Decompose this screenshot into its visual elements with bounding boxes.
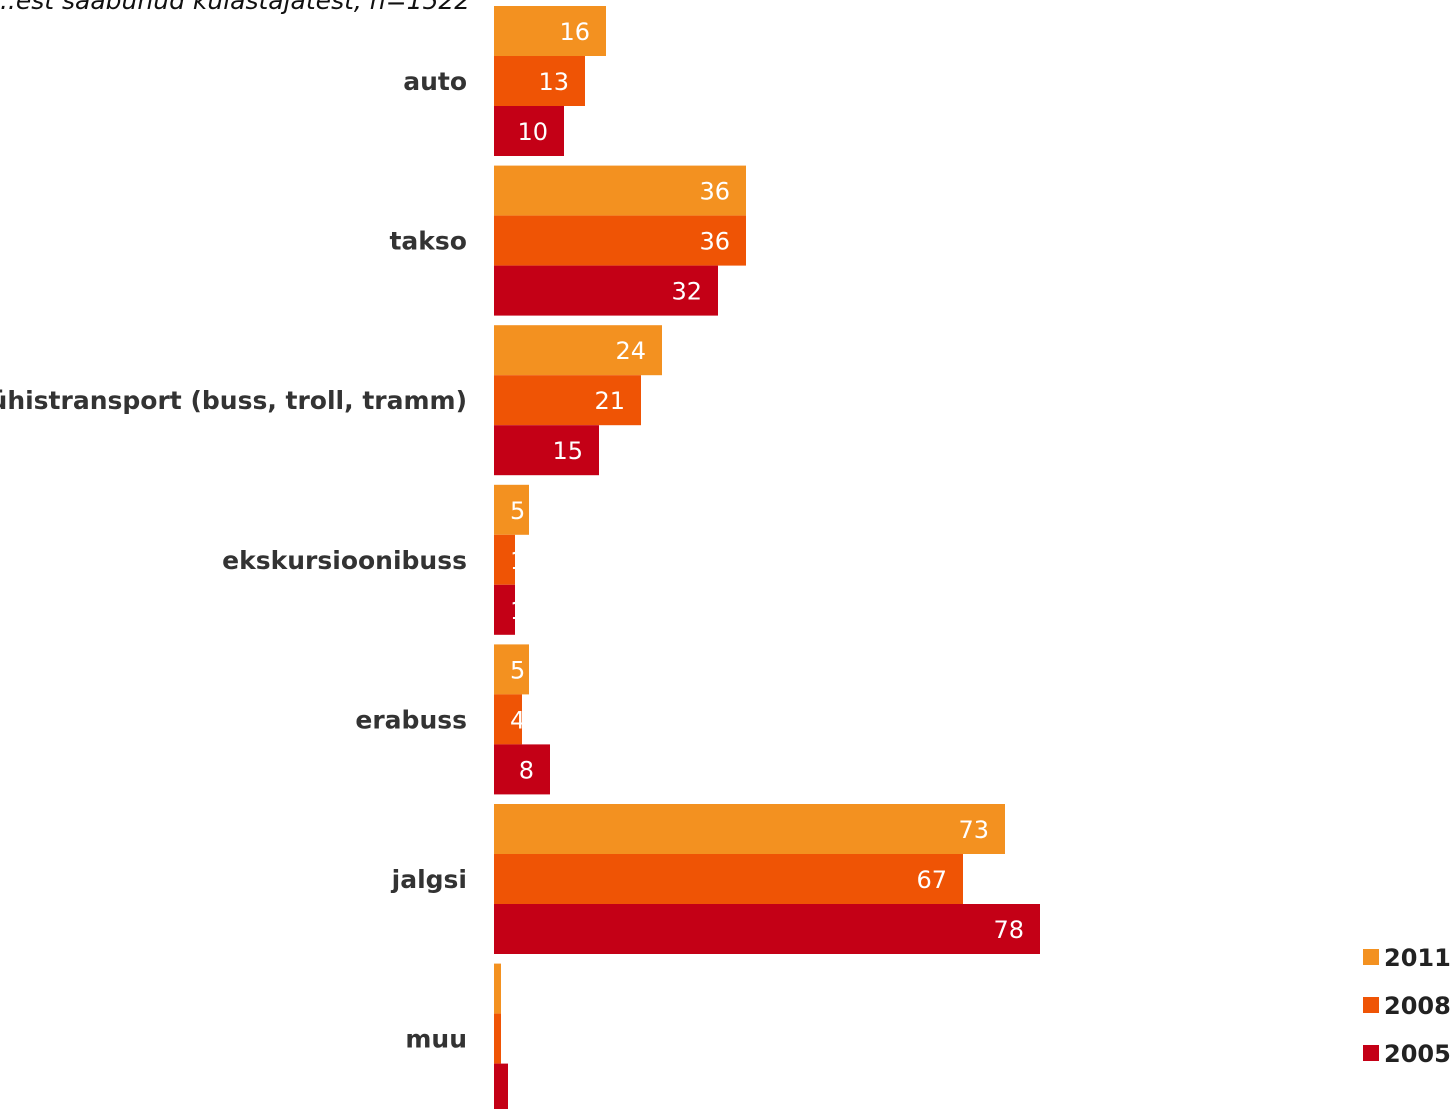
legend-swatch-2005 bbox=[1363, 1045, 1379, 1061]
data-label-2011: 73 bbox=[958, 816, 989, 844]
data-label-2008: 36 bbox=[699, 228, 730, 256]
legend-swatch-2011 bbox=[1363, 949, 1379, 965]
bar-2005 bbox=[494, 744, 550, 795]
data-label-2008: 21 bbox=[594, 387, 625, 415]
category-label: auto bbox=[403, 67, 467, 96]
data-label-2008: 67 bbox=[916, 866, 947, 894]
bar-2008 bbox=[494, 854, 963, 904]
bar-2005 bbox=[494, 106, 564, 156]
category-label: takso bbox=[389, 227, 467, 256]
bar-2011 bbox=[494, 804, 1005, 854]
bar-2008 bbox=[494, 215, 746, 266]
legend-label-2005: 2005 bbox=[1384, 1040, 1451, 1068]
bar-2008 bbox=[494, 56, 585, 106]
bar-2005 bbox=[494, 1063, 508, 1114]
bar-2005 bbox=[494, 584, 515, 635]
bar-2008 bbox=[494, 694, 522, 745]
data-label-2005: 1 bbox=[510, 597, 525, 625]
bar-2005 bbox=[494, 904, 1040, 954]
legend-swatch-2008 bbox=[1363, 997, 1379, 1013]
data-label-2008: 1 bbox=[510, 547, 525, 575]
data-label-2005: 15 bbox=[552, 437, 583, 465]
bar-2008 bbox=[494, 375, 641, 426]
bar-2005 bbox=[494, 265, 718, 316]
bar-2008 bbox=[494, 534, 515, 585]
data-label-2008: 13 bbox=[538, 68, 569, 96]
category-label: erabuss bbox=[355, 705, 467, 734]
data-label-2005: 10 bbox=[517, 118, 548, 146]
data-label-2011: 5 bbox=[510, 656, 525, 684]
data-label-2005: 8 bbox=[519, 756, 534, 784]
bar-2011 bbox=[494, 484, 529, 535]
data-label-2011: 24 bbox=[615, 337, 646, 365]
legend-label-2011: 2011 bbox=[1384, 944, 1451, 972]
bar-2011 bbox=[494, 963, 501, 1014]
data-label-2011: 16 bbox=[559, 18, 590, 46]
data-label-2005: 32 bbox=[671, 278, 702, 306]
category-label: muu bbox=[405, 1025, 467, 1054]
bar-2011 bbox=[494, 644, 529, 695]
bar-2011 bbox=[494, 165, 746, 216]
data-label-2011: 5 bbox=[510, 497, 525, 525]
bar-2011 bbox=[494, 325, 662, 376]
bar-2008 bbox=[494, 1013, 501, 1064]
data-label-2008: 4 bbox=[510, 706, 525, 734]
data-label-2005: 78 bbox=[993, 916, 1024, 944]
bar-2011 bbox=[494, 6, 606, 56]
category-label: ekskursioonibuss bbox=[222, 546, 467, 575]
chart-subtitle: ...est saabunud külastajatest, n=1522 bbox=[0, 0, 471, 15]
category-label: ühistransport (buss, troll, tramm) bbox=[0, 386, 467, 415]
bar-2005 bbox=[494, 425, 599, 476]
data-label-2011: 36 bbox=[699, 178, 730, 206]
category-label: jalgsi bbox=[391, 865, 467, 894]
legend-label-2008: 2008 bbox=[1384, 992, 1451, 1020]
